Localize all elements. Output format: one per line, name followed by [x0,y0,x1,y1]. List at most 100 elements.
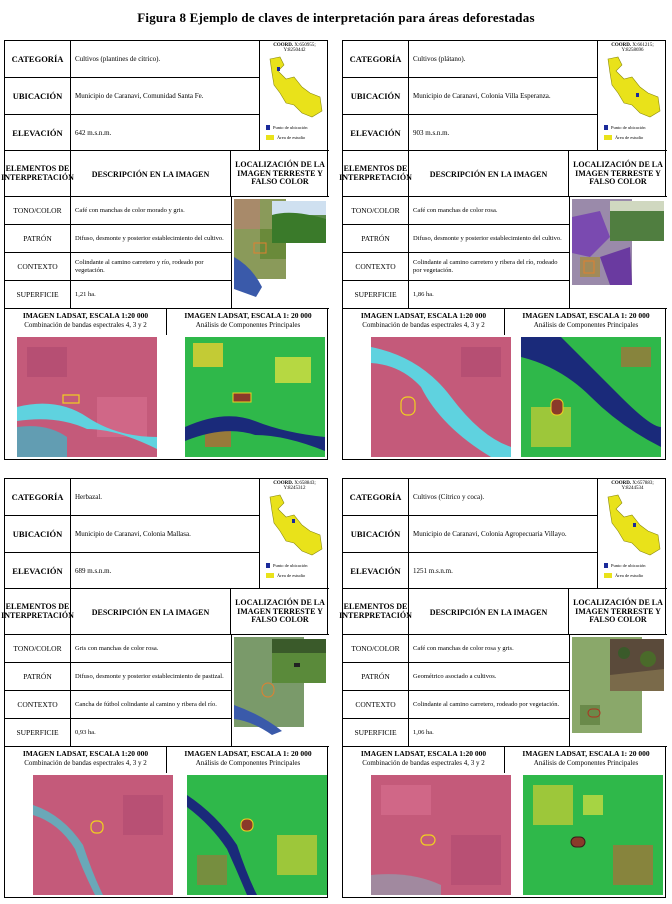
superficie-value: 1,86 ha. [413,290,434,298]
tono-value: Café con manchas de color rosa y gris. [413,644,514,652]
tono-label: TONO/COLOR [5,197,71,224]
elevacion-label: ELEVACIÓN [5,553,71,588]
area-legend-icon [266,573,274,578]
landsat-subtitle: Combinación de bandas espectrales 4, 3 y… [24,759,147,767]
contexto-value: Colindante al camino carretero, rodeado … [413,700,560,708]
localization-image [231,197,329,309]
location-point-icon [292,519,295,523]
contexto-label: CONTEXTO [343,691,409,718]
coord-text: COORD. X:657883; Y:8244534 [611,481,654,491]
figure-title: Figura 8 Ejemplo de claves de interpreta… [137,10,535,25]
coord-text: COORD. X:661215; Y:8258696 [611,43,654,53]
area-legend-icon [604,573,612,578]
superficie-label: SUPERFICIE [5,719,71,746]
false-color-image [33,775,173,895]
elevacion-value: 1251 m.s.n.m. [413,566,453,575]
descripcion-header: DESCRIPCIÓN EN LA IMAGEN [71,589,231,635]
patron-label: PATRÓN [5,225,71,252]
pca-title: IMAGEN LADSAT, ESCALA 1: 20 000 [184,749,312,758]
interpretation-card: CATEGORÍA Cultivos (Cítrico y coca). UBIC… [339,478,667,898]
localizacion-header: LOCALIZACIÓN DE LA IMAGEN TERRESTE Y FAL… [573,159,663,187]
elevacion-value: 903 m.s.n.m. [413,128,450,137]
pca-title: IMAGEN LADSAT, ESCALA 1: 20 000 [522,311,650,320]
tono-value: Café con manchas de color rosa. [413,206,498,214]
patron-value: Difuso, desmonte y posterior establecimi… [75,672,224,680]
point-legend-icon [604,563,608,568]
location-map: COORD. X:661215; Y:8258696 Punto de ubic… [597,41,667,151]
tono-value: Gris con manchas de color rosa. [75,644,159,652]
coord-text: COORD. X:650955; Y:8250442 [273,43,316,53]
categoria-value: Cultivos (plantines de cítrico). [75,55,161,63]
ubicacion-label: UBICACIÓN [5,78,71,114]
superficie-label: SUPERFICIE [343,281,409,308]
elementos-header: ELEMENTOS DE INTERPRETACIÓN [1,151,74,197]
point-legend-icon [604,125,608,130]
localization-image [569,197,667,309]
elementos-header: ELEMENTOS DE INTERPRETACIÓN [1,589,74,635]
superficie-value: 0,93 ha. [75,728,96,736]
ubicacion-label: UBICACIÓN [343,516,409,552]
pca-title: IMAGEN LADSAT, ESCALA 1: 20 000 [184,311,312,320]
superficie-label: SUPERFICIE [343,719,409,746]
patron-value: Geométrico asociado a cultivos. [413,672,497,680]
elementos-header: ELEMENTOS DE INTERPRETACIÓN [339,589,412,635]
patron-label: PATRÓN [343,225,409,252]
tono-label: TONO/COLOR [343,635,409,662]
landsat-subtitle: Combinación de bandas espectrales 4, 3 y… [362,759,485,767]
contexto-label: CONTEXTO [5,691,71,718]
interpretation-card: CATEGORÍA Cultivos (plátano). UBICACIÓN Mu… [339,40,667,460]
landsat-subtitle: Combinación de bandas espectrales 4, 3 y… [362,321,485,329]
landsat-title: IMAGEN LADSAT, ESCALA 1:20 000 [360,311,487,320]
patron-value: Difuso, desmonte y posterior establecimi… [413,234,562,242]
localizacion-header: LOCALIZACIÓN DE LA IMAGEN TERRESTE Y FAL… [235,159,325,187]
categoria-label: CATEGORÍA [343,41,409,77]
coord-text: COORD. X:658843; Y:8245312 [273,481,316,491]
study-area-map [607,56,661,118]
landsat-title: IMAGEN LADSAT, ESCALA 1:20 000 [360,749,487,758]
pca-image [185,337,325,457]
location-point-icon [277,67,280,71]
interpretation-card: CATEGORÍA Herbazal. UBICACIÓN Municipio de… [1,478,329,898]
localization-image [231,635,329,747]
false-color-image [371,775,511,895]
landsat-subtitle: Combinación de bandas espectrales 4, 3 y… [24,321,147,329]
localizacion-header: LOCALIZACIÓN DE LA IMAGEN TERRESTE Y FAL… [573,597,663,625]
descripcion-header: DESCRIPCIÓN EN LA IMAGEN [71,151,231,197]
contexto-label: CONTEXTO [5,253,71,280]
ubicacion-label: UBICACIÓN [5,516,71,552]
tono-value: Café con manchas de color morado y gris. [75,206,185,214]
superficie-value: 1,21 ha. [75,290,96,298]
contexto-value: Colindante al camino carretero y río, ro… [75,258,204,274]
pca-image [521,337,661,457]
ubicacion-value: Municipio de Caranavi, Comunidad Santa F… [75,92,204,100]
contexto-label: CONTEXTO [343,253,409,280]
categoria-label: CATEGORÍA [5,479,71,515]
study-area-map [269,56,323,118]
patron-value: Difuso, desmonte y posterior establecimi… [75,234,224,242]
categoria-value: Herbazal. [75,493,103,501]
study-area-map [269,494,323,556]
location-point-icon [633,523,636,527]
contexto-value: Cancha de fútbol colindante al camino y … [75,700,217,708]
location-map: COORD. X:658843; Y:8245312 Punto de ubic… [259,479,329,589]
location-map: COORD. X:650955; Y:8250442 Punto de ubic… [259,41,329,151]
ubicacion-value: Municipio de Caranavi, Colonia Mallasa. [75,530,191,538]
elementos-header: ELEMENTOS DE INTERPRETACIÓN [339,151,412,197]
ubicacion-value: Municipio de Caranavi, Colonia Agropecua… [413,530,567,538]
pca-subtitle: Análisis de Componentes Principales [533,759,639,767]
categoria-value: Cultivos (Cítrico y coca). [413,493,485,501]
localization-image [569,635,667,747]
superficie-label: SUPERFICIE [5,281,71,308]
false-color-image [17,337,157,457]
interpretation-card: CATEGORÍA Cultivos (plantines de cítrico)… [1,40,329,460]
location-map: COORD. X:657883; Y:8244534 Punto de ubic… [597,479,667,589]
descripcion-header: DESCRIPCIÓN EN LA IMAGEN [409,151,569,197]
landsat-title: IMAGEN LADSAT, ESCALA 1:20 000 [22,311,149,320]
false-color-image [371,337,511,457]
pca-subtitle: Análisis de Componentes Principales [195,321,301,329]
point-legend-icon [266,125,270,130]
elevacion-label: ELEVACIÓN [5,115,71,150]
elevacion-value: 642 m.s.n.m. [75,128,112,137]
superficie-value: 1,06 ha. [413,728,434,736]
ubicacion-value: Municipio de Caranavi, Colonia Villa Esp… [413,92,551,100]
